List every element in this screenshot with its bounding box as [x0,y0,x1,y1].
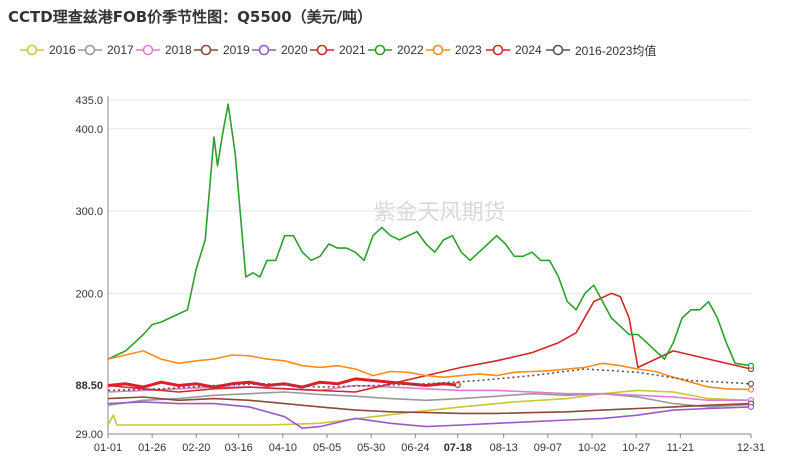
series-line-2021 [107,292,752,393]
y-tick-label: 400.0 [75,124,103,136]
legend-item-2016-2023均值[interactable]: 2016-2023均值 [546,40,656,60]
legend-item-2019[interactable]: 2019 [194,40,250,60]
legend-label: 2020 [281,43,308,57]
legend-line-circle-icon [546,44,570,56]
legend-label: 2019 [223,43,250,57]
x-tick-label: 09-07 [534,442,562,454]
x-tick-label: 06-24 [401,442,429,454]
y-tick-label: 300.0 [75,206,103,218]
chart-title: CCTD理查兹港FOB价季节性图：Q5500（美元/吨） [8,8,373,26]
legend-item-2018[interactable]: 2018 [136,40,192,60]
legend-line-circle-icon [426,44,450,56]
legend-item-2022[interactable]: 2022 [368,40,424,60]
series-line-2024 [107,377,458,389]
series-line-2022 [107,103,752,367]
legend-line-circle-icon [486,44,510,56]
legend-item-2016[interactable]: 2016 [20,40,76,60]
watermark: 紫金天风期货 [373,200,505,225]
legend-item-2023[interactable]: 2023 [426,40,482,60]
legend-item-2024[interactable]: 2024 [486,40,542,60]
y-tick-label: 29.00 [75,429,103,441]
y-highlight-label: 88.50 [75,380,103,392]
series-end-point-2024 [454,381,461,389]
x-tick-label: 01-01 [94,442,122,454]
x-tick-label: 08-13 [490,442,518,454]
legend-line-circle-icon [78,44,102,56]
legend-item-2017[interactable]: 2017 [78,40,134,60]
legend-line-circle-icon [194,44,218,56]
series-line-2017 [107,391,752,408]
legend-line-circle-icon [136,44,160,56]
legend-line-circle-icon [310,44,334,56]
legend-label: 2016 [49,43,76,57]
legend-item-2021[interactable]: 2021 [310,40,366,60]
series-line-2016-2023均值 [107,368,752,392]
legend-label: 2022 [397,43,424,57]
series-line-2020 [107,401,752,430]
x-tick-label: 10-27 [622,442,650,454]
y-tick-label: 435.0 [75,95,103,107]
x-tick-label: 03-16 [225,442,253,454]
legend-label: 2021 [339,43,366,57]
legend-label: 2017 [107,43,134,57]
legend-line-circle-icon [368,44,392,56]
legend-line-circle-icon [252,44,276,56]
x-tick-label: 02-20 [182,442,210,454]
series-line-2018 [107,384,751,402]
legend-label: 2024 [515,43,542,57]
series-line-2023 [107,350,752,391]
legend-item-2020[interactable]: 2020 [252,40,308,60]
x-highlight-label: 07-18 [444,442,472,454]
series-end-point-2020 [747,403,755,410]
x-tick-label: 12-31 [737,442,765,454]
x-tick-label: 04-10 [269,442,297,454]
legend-label: 2016-2023均值 [575,43,657,58]
series-line-2019 [107,396,752,415]
series-end-point-2022 [747,362,755,369]
y-tick-label: 200.0 [75,288,103,300]
x-tick-label: 10-02 [578,442,606,454]
x-tick-label: 05-30 [357,442,385,454]
series-end-point-2016-2023均值 [747,380,755,387]
legend-label: 2018 [165,43,192,57]
series-end-point-2023 [747,386,755,393]
legend-line-circle-icon [20,44,44,56]
x-tick-label: 05-05 [313,442,341,454]
legend-label: 2023 [455,43,482,57]
x-tick-label: 11-21 [667,442,694,454]
chart-legend: 2016 2017 2018 2019 2020 2021 2022 2023 2024 2016… [20,40,789,60]
x-tick-label: 01-26 [138,442,166,454]
